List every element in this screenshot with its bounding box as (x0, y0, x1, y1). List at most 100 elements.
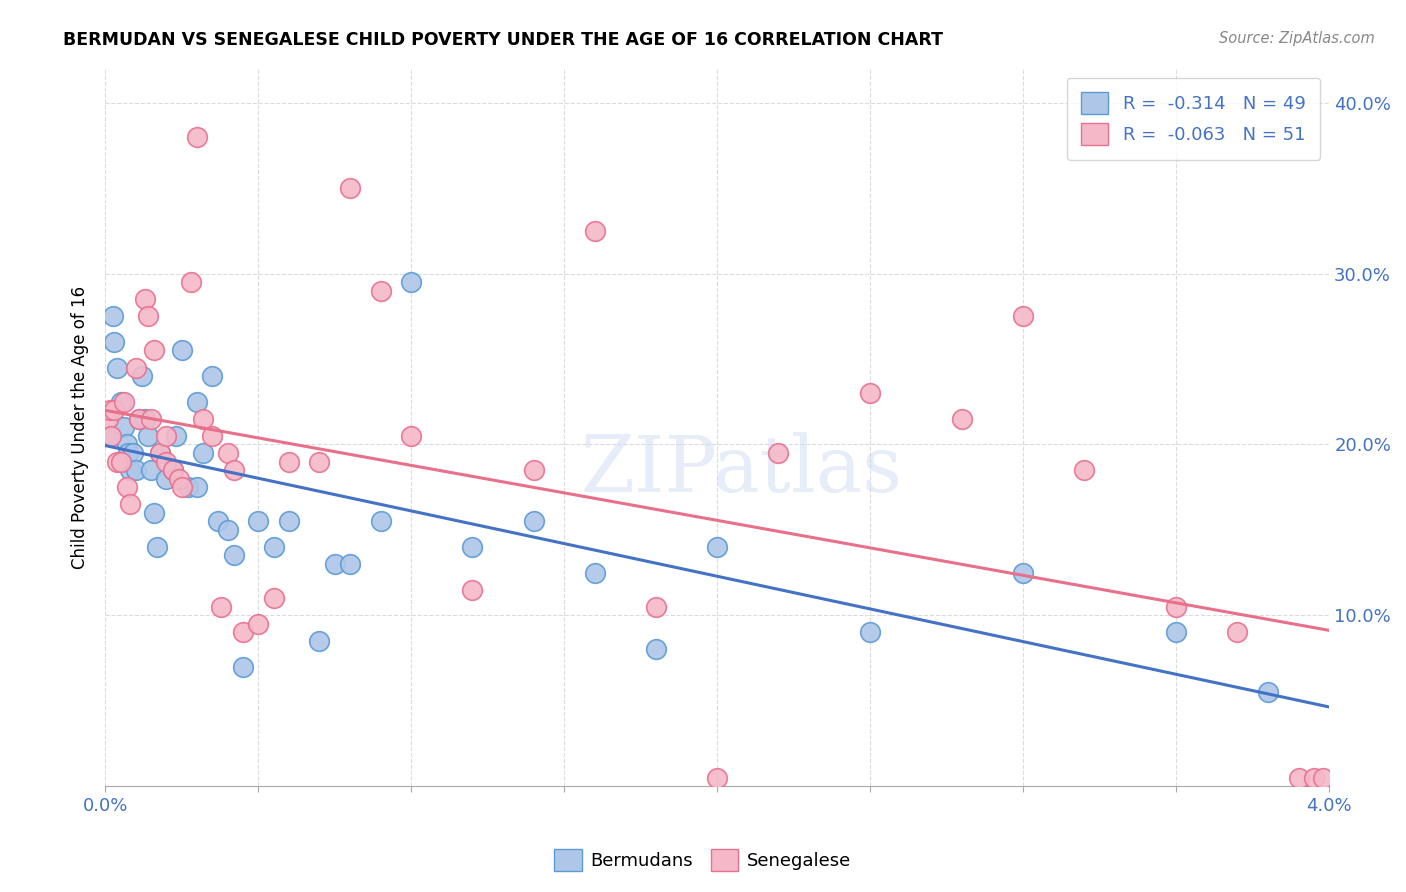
Point (134, 411, 156, 425)
Point (583, 224, 606, 238)
Point (103, 403, 125, 417)
Point (186, 480, 208, 494)
Point (103, 334, 125, 349)
Point (247, 514, 270, 528)
Point (118, 497, 141, 511)
Point (399, 275, 422, 289)
Point (165, 429, 187, 443)
Point (461, 582, 484, 597)
Text: BERMUDAN VS SENEGALESE CHILD POVERTY UNDER THE AGE OF 16 CORRELATION CHART: BERMUDAN VS SENEGALESE CHILD POVERTY UND… (63, 31, 943, 49)
Point (98, 429, 121, 443)
Point (170, 480, 193, 494)
Point (308, 634, 330, 648)
Point (146, 540, 169, 554)
Point (115, 480, 138, 494)
Point (201, 369, 224, 384)
Point (768, 446, 790, 460)
Point (201, 429, 224, 443)
Point (139, 463, 162, 477)
Point (162, 463, 184, 477)
Point (247, 616, 270, 631)
Point (101, 310, 124, 324)
Point (110, 454, 132, 468)
Point (180, 275, 202, 289)
Point (1012, 566, 1035, 580)
Point (107, 454, 129, 468)
Point (191, 411, 214, 425)
Point (186, 129, 208, 144)
Point (170, 343, 193, 358)
Point (222, 549, 245, 563)
Point (232, 659, 254, 673)
Point (155, 454, 177, 468)
Point (149, 446, 172, 460)
Point (706, 540, 728, 554)
Point (461, 540, 484, 554)
Point (222, 463, 245, 477)
Point (107, 360, 129, 375)
Point (186, 394, 208, 409)
Point (217, 446, 239, 460)
Point (117, 446, 139, 460)
Point (149, 446, 172, 460)
Point (645, 599, 668, 614)
Point (128, 411, 150, 425)
Point (100, 429, 122, 443)
Point (155, 429, 177, 443)
Point (1073, 463, 1095, 477)
Point (370, 284, 392, 298)
Point (399, 429, 422, 443)
Point (167, 472, 190, 486)
Point (121, 446, 143, 460)
Point (1226, 625, 1249, 640)
Point (155, 472, 177, 486)
Point (308, 454, 330, 468)
Point (162, 463, 184, 477)
Point (263, 540, 285, 554)
Point (1166, 625, 1188, 640)
Legend: Bermudans, Senegalese: Bermudans, Senegalese (547, 842, 859, 879)
Point (1257, 685, 1279, 699)
Point (323, 557, 346, 571)
Point (191, 446, 214, 460)
Point (339, 181, 361, 195)
Point (523, 514, 546, 528)
Text: Source: ZipAtlas.com: Source: ZipAtlas.com (1219, 31, 1375, 46)
Point (859, 625, 882, 640)
Point (859, 386, 882, 401)
Point (232, 625, 254, 640)
Point (98, 403, 121, 417)
Point (125, 463, 148, 477)
Point (143, 343, 166, 358)
Y-axis label: Child Poverty Under the Age of 16: Child Poverty Under the Age of 16 (72, 285, 89, 569)
Point (1303, 771, 1326, 785)
Point (706, 771, 728, 785)
Point (277, 514, 299, 528)
Point (523, 463, 546, 477)
Point (277, 454, 299, 468)
Point (263, 591, 285, 606)
Point (177, 480, 200, 494)
Point (339, 557, 361, 571)
Point (134, 292, 156, 306)
Point (112, 394, 135, 409)
Point (370, 514, 392, 528)
Point (139, 411, 162, 425)
Point (112, 420, 135, 434)
Point (1288, 771, 1310, 785)
Point (207, 514, 229, 528)
Point (950, 411, 973, 425)
Point (110, 394, 132, 409)
Point (97, 411, 120, 425)
Point (583, 566, 606, 580)
Point (125, 360, 148, 375)
Point (115, 437, 138, 451)
Legend: R =  -0.314   N = 49, R =  -0.063   N = 51: R = -0.314 N = 49, R = -0.063 N = 51 (1067, 78, 1320, 160)
Point (131, 369, 153, 384)
Point (118, 463, 141, 477)
Point (143, 506, 166, 520)
Point (645, 642, 668, 657)
Point (136, 429, 159, 443)
Point (1166, 599, 1188, 614)
Point (1312, 771, 1334, 785)
